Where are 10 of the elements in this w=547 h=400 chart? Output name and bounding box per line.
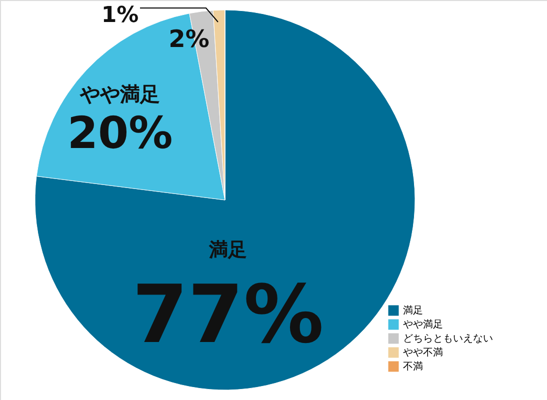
slice-label: やや満足 (79, 82, 160, 106)
legend-label: どちらともいえない (403, 334, 493, 344)
legend-label: 不満 (403, 360, 423, 372)
legend-label: 満足 (403, 304, 423, 316)
slice-label: 満足 (208, 239, 247, 261)
legend-label: やや満足 (403, 318, 443, 330)
legend-label: やや不満 (403, 346, 443, 358)
data-label: 1% (101, 3, 139, 28)
data-label: 20% (67, 108, 173, 159)
data-label: 77% (132, 268, 324, 361)
